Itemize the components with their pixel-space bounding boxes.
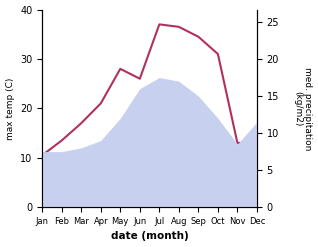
X-axis label: date (month): date (month) bbox=[111, 231, 189, 242]
Y-axis label: med. precipitation
(kg/m2): med. precipitation (kg/m2) bbox=[293, 67, 313, 150]
Y-axis label: max temp (C): max temp (C) bbox=[5, 77, 15, 140]
